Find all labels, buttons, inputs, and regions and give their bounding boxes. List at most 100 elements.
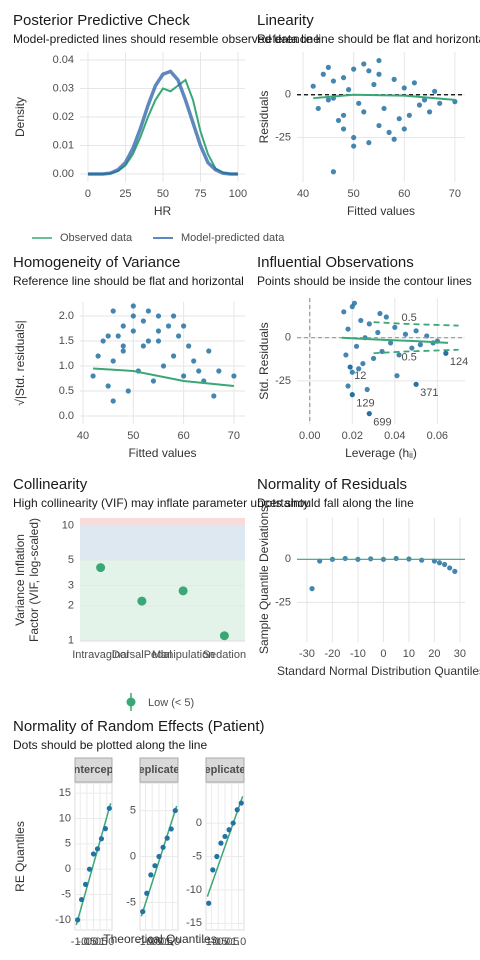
strip (205, 757, 245, 783)
x-tick-label: 0.02 (342, 430, 363, 442)
point (349, 369, 355, 375)
point (340, 112, 347, 118)
point (402, 331, 409, 337)
point (320, 71, 326, 77)
panel-bg (297, 298, 465, 424)
x-tick-label: 0.0 (217, 936, 232, 948)
point (366, 411, 372, 417)
point (145, 338, 152, 344)
x-tick-label: 0 (380, 648, 386, 660)
x-tick-label: -0.5 (143, 936, 162, 948)
point (345, 383, 351, 389)
y-tick-label: 0.00 (53, 168, 74, 180)
y-tick-label: 0.02 (53, 111, 74, 123)
point (82, 881, 89, 887)
x-tick-label: Sedation (203, 649, 246, 661)
y-tick-label: -25 (275, 131, 291, 143)
x-tick-label: 0.04 (384, 430, 405, 442)
point (155, 328, 162, 334)
point (396, 352, 402, 358)
point (160, 363, 167, 369)
point (170, 353, 177, 359)
x-tick-label: 1.0 (99, 936, 114, 948)
point (140, 343, 146, 349)
panel-subtitle: Dots should fall along the line (257, 496, 414, 510)
point (366, 321, 372, 327)
x-axis-label: Standard Normal Distribution Quantiles (277, 664, 480, 678)
point-label: 129 (356, 398, 374, 410)
point (351, 66, 357, 72)
point (442, 561, 448, 568)
point (335, 117, 342, 124)
point (102, 826, 108, 832)
point (100, 338, 106, 344)
y-tick-label: 3 (68, 579, 74, 591)
x-tick-label: DorsalPedal (112, 649, 172, 661)
point (226, 827, 232, 833)
x-tick-label: -1.0 (71, 936, 90, 948)
y-tick-label: 0.04 (53, 54, 74, 66)
smooth-line (313, 93, 455, 101)
point (106, 805, 112, 811)
x-tick-label: 60 (398, 188, 410, 200)
point (214, 853, 220, 860)
reference-line (206, 796, 244, 897)
point (94, 846, 101, 852)
point (411, 80, 417, 86)
y-axis-label: Sample Quantile Deviations (257, 506, 271, 654)
y-tick-label: -15 (186, 917, 202, 929)
point (358, 317, 364, 324)
point (75, 917, 81, 923)
vif-point (219, 631, 229, 641)
point (230, 820, 236, 826)
point (110, 358, 116, 364)
y-axis-label: RE Quantiles (13, 821, 27, 892)
y-axis-label: Density (13, 97, 27, 137)
point (406, 112, 412, 118)
point (309, 586, 315, 592)
panel-bg (297, 52, 465, 182)
point (383, 314, 389, 320)
x-axis-label: Theoretical Quantiles (103, 932, 216, 946)
point (421, 97, 428, 103)
panel-title: Normality of Residuals (257, 476, 407, 493)
y-tick-label: 15 (59, 787, 71, 799)
point (210, 867, 216, 873)
x-tick-label: -20 (324, 648, 340, 660)
density-line (87, 69, 238, 176)
point (419, 557, 425, 563)
point (211, 393, 217, 399)
y-tick-label: 10 (62, 519, 74, 531)
x-tick-label: -0.5 (209, 936, 228, 948)
strip (139, 757, 179, 783)
point (413, 381, 419, 387)
point (342, 555, 348, 562)
y-tick-label: 0.0 (59, 410, 74, 422)
point (140, 318, 146, 324)
x-tick-label: -1.0 (136, 936, 155, 948)
y-tick-label: 0 (130, 850, 136, 862)
contour-line (373, 321, 459, 327)
point (387, 340, 394, 346)
y-axis-label: √|Std. residuals| (13, 320, 27, 406)
y-tick-label: 0 (285, 89, 291, 101)
point (150, 378, 157, 384)
point (351, 143, 357, 149)
point (386, 129, 392, 135)
point (366, 68, 372, 74)
point (356, 366, 362, 372)
x-tick-label: 10 (403, 648, 415, 660)
strip-label: eplicate (139, 764, 180, 776)
y-tick-label: -10 (186, 884, 202, 896)
y-tick-label: -10 (55, 914, 71, 926)
point (377, 310, 383, 317)
point (165, 323, 172, 329)
contour-label: 0.5 (401, 312, 416, 324)
y-axis-label: Variance Inflation (13, 534, 27, 626)
point (325, 64, 331, 70)
point (356, 100, 362, 106)
panel-subtitle: Dots should be plotted along the line (13, 738, 207, 752)
point (125, 388, 131, 394)
point (86, 866, 93, 872)
